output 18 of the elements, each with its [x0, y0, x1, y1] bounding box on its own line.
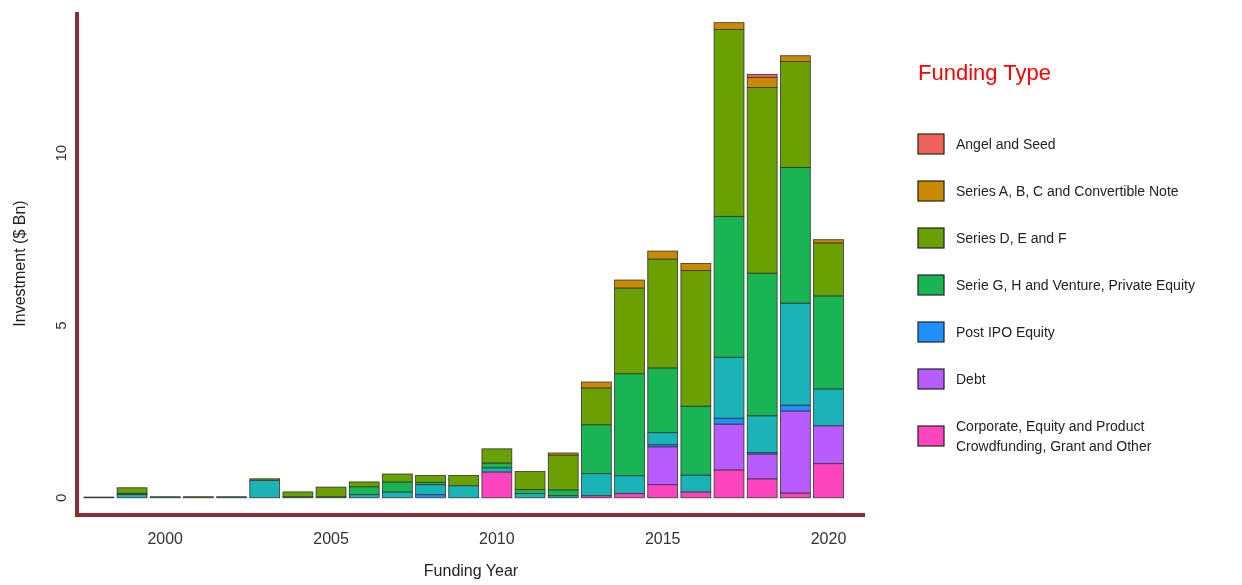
legend-label: Debt [956, 371, 986, 387]
y-tick-label: 0 [51, 493, 69, 502]
x-tick-label: 2005 [313, 530, 349, 547]
x-axis-title: Funding Year [423, 562, 519, 579]
x-tick-label: 2010 [479, 530, 515, 547]
y-tick-label: 10 [51, 144, 69, 162]
legend-label: Angel and Seed [956, 136, 1056, 152]
x-tick-label: 2020 [810, 530, 847, 547]
legend-label: Series A, B, C and Convertible Note [956, 183, 1179, 199]
y-tick-label: 5 [51, 321, 69, 330]
legend-label: Series D, E and F [956, 230, 1067, 246]
legend-title: Funding Type [918, 60, 1051, 85]
y-axis-title: Investment ($ Bn) [11, 200, 28, 327]
x-tick-label: 2000 [147, 530, 184, 547]
legend-label: Corporate, Equity and Product Crowdfunding, Grant and Other [956, 418, 1152, 454]
legend-label: Post IPO Equity [956, 324, 1055, 340]
legend-label: Serie G, H and Venture, Private Equity [956, 277, 1195, 293]
x-tick-label: 2015 [644, 530, 681, 547]
